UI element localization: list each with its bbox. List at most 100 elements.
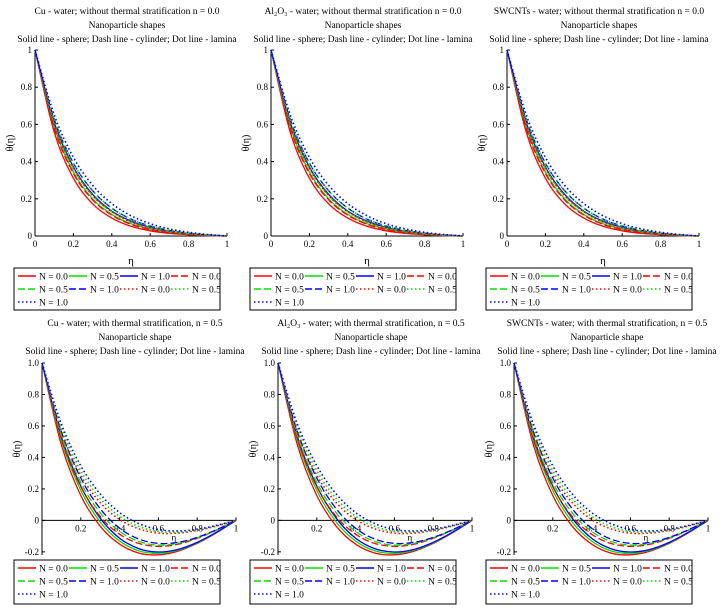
legend-item: N = 0.0 xyxy=(120,286,170,296)
legend-item: N = 0.5 xyxy=(171,286,221,296)
y-axis-label: θ(η) xyxy=(477,135,488,152)
legend-item: N = 0.5 xyxy=(541,565,591,575)
legend-label: N = 0.0 xyxy=(275,273,304,283)
series-line-dot-green xyxy=(34,49,228,237)
chart-title-line: Nanoparticle shapes xyxy=(89,21,166,31)
legend: N = 0.0 N = 0.5 N = 1.0 N = 0.0 N = 0.5 N = 1… xyxy=(13,559,221,605)
legend-label: N = 1.0 xyxy=(275,299,304,309)
series-line-solid-blue xyxy=(277,362,473,553)
series-line-dash-green xyxy=(41,362,237,546)
legend-label: N = 1.0 xyxy=(275,591,304,601)
chart-title-line: Solid line - sphere; Dash line - cylinde… xyxy=(25,347,245,357)
y-tick-label: 0.6 xyxy=(493,119,505,129)
legend-item: N = 0.5 xyxy=(69,273,119,283)
series-line-dash-blue xyxy=(277,362,473,545)
chart-title-line: Al₂O₃ - water; without thermal stratific… xyxy=(265,6,462,17)
x-axis-label: η xyxy=(128,255,134,267)
legend-item: N = 1.0 xyxy=(18,591,68,601)
y-tick-label: 0.2 xyxy=(493,194,504,204)
series-line-dash-red xyxy=(513,362,709,547)
legend-item: N = 0.0 xyxy=(407,565,457,575)
y-axis-label: θ(η) xyxy=(484,441,495,458)
legend-label: N = 0.0 xyxy=(377,578,406,588)
legend-item: N = 0.0 xyxy=(407,273,457,283)
y-tick-label: 0.6 xyxy=(500,421,512,431)
y-tick-label: 0.4 xyxy=(500,452,512,462)
y-tick-label: 0.6 xyxy=(264,421,276,431)
legend-item: N = 0.0 xyxy=(171,565,221,575)
series-line-dash-red xyxy=(277,362,473,547)
y-tick-label: 0.4 xyxy=(257,157,269,167)
x-tick-label: 1 xyxy=(225,239,230,249)
chart-title-line: Solid line - sphere; Dash line - cylinde… xyxy=(17,35,237,45)
series-line-solid-green xyxy=(277,362,473,555)
legend-item: N = 0.0 xyxy=(643,565,693,575)
y-tick-label: 0.6 xyxy=(257,119,269,129)
legend-item: N = 1.0 xyxy=(254,299,304,309)
legend-label: N = 0.5 xyxy=(39,286,68,296)
legend-label: N = 1.0 xyxy=(562,578,591,588)
legend-label: N = 1.0 xyxy=(326,578,355,588)
legend-label: N = 0.5 xyxy=(192,578,221,588)
y-tick-label: 0 xyxy=(507,515,512,525)
legend-item: N = 1.0 xyxy=(541,286,591,296)
legend-label: N = 1.0 xyxy=(90,578,119,588)
series-line-dot-red xyxy=(34,49,228,237)
legend-label: N = 0.0 xyxy=(141,578,170,588)
y-tick-label: 0.8 xyxy=(264,389,276,399)
y-tick-label: 0.8 xyxy=(493,82,505,92)
legend-label: N = 0.0 xyxy=(377,286,406,296)
y-tick-label: 0 xyxy=(28,231,33,241)
chart-title-line: Nanoparticle shapes xyxy=(325,21,402,31)
series-line-dot-green xyxy=(270,49,464,237)
series-line-dot-red xyxy=(277,362,473,535)
series-line-solid-blue xyxy=(41,362,237,553)
legend-item: N = 1.0 xyxy=(254,591,304,601)
chart-title-line: SWCNTs - water; with thermal stratificat… xyxy=(507,318,708,329)
x-tick-label: 0.2 xyxy=(75,523,86,533)
legend-label: N = 0.5 xyxy=(664,286,693,296)
x-tick-label: 0.2 xyxy=(547,523,558,533)
legend-label: N = 0.0 xyxy=(613,578,642,588)
series-line-dot-red xyxy=(513,362,709,535)
legend-box xyxy=(249,267,457,311)
y-axis-label: θ(η) xyxy=(241,135,252,152)
legend-item: N = 0.5 xyxy=(643,286,693,296)
legend-item: N = 1.0 xyxy=(69,578,119,588)
chart-title-line: Solid line - sphere; Dash line - cylinde… xyxy=(497,347,717,357)
legend-label: N = 1.0 xyxy=(613,273,642,283)
legend-item: N = 0.0 xyxy=(356,578,406,588)
legend-item: N = 0.5 xyxy=(305,565,355,575)
legend-item: N = 0.0 xyxy=(592,286,642,296)
chart-title-line: Solid line - sphere; Dash line - cylinde… xyxy=(261,347,481,357)
legend-label: N = 1.0 xyxy=(90,286,119,296)
legend-label: N = 0.5 xyxy=(664,578,693,588)
legend-item: N = 0.5 xyxy=(643,578,693,588)
y-tick-label: 0.2 xyxy=(28,484,39,494)
x-tick-label: 0.8 xyxy=(655,239,667,249)
series-line-dash-green xyxy=(513,362,709,546)
y-tick-label: 1.0 xyxy=(28,358,40,368)
x-axis-label: η xyxy=(644,532,649,542)
x-axis-label: η xyxy=(600,255,606,267)
chart-title-line: Nanoparticle shape xyxy=(98,333,171,343)
x-axis-label: η xyxy=(364,255,370,267)
series-line-dot-green xyxy=(41,362,237,534)
y-axis-label: θ(η) xyxy=(248,441,259,458)
legend-label: N = 0.5 xyxy=(39,578,68,588)
chart-title-line: Nanoparticle shapes xyxy=(561,21,638,31)
x-tick-label: 0.6 xyxy=(381,239,393,249)
chart-title-line: SWCNTs - water; without thermal stratifi… xyxy=(494,6,704,17)
x-tick-label: 0.2 xyxy=(68,239,79,249)
x-tick-label: 0.4 xyxy=(342,239,354,249)
x-tick-label: 0.4 xyxy=(578,239,590,249)
legend-item: N = 0.5 xyxy=(541,273,591,283)
x-tick-label: 0.2 xyxy=(311,523,322,533)
legend: N = 0.0 N = 0.5 N = 1.0 N = 0.0 N = 0.5 N = 1… xyxy=(485,559,693,605)
series-line-dot-red xyxy=(506,49,700,237)
legend-box xyxy=(485,267,693,311)
series-line-dash-blue xyxy=(513,362,709,545)
chart-panel: Cu - water; with thermal stratification,… xyxy=(12,318,245,605)
legend-item: N = 1.0 xyxy=(592,273,642,283)
